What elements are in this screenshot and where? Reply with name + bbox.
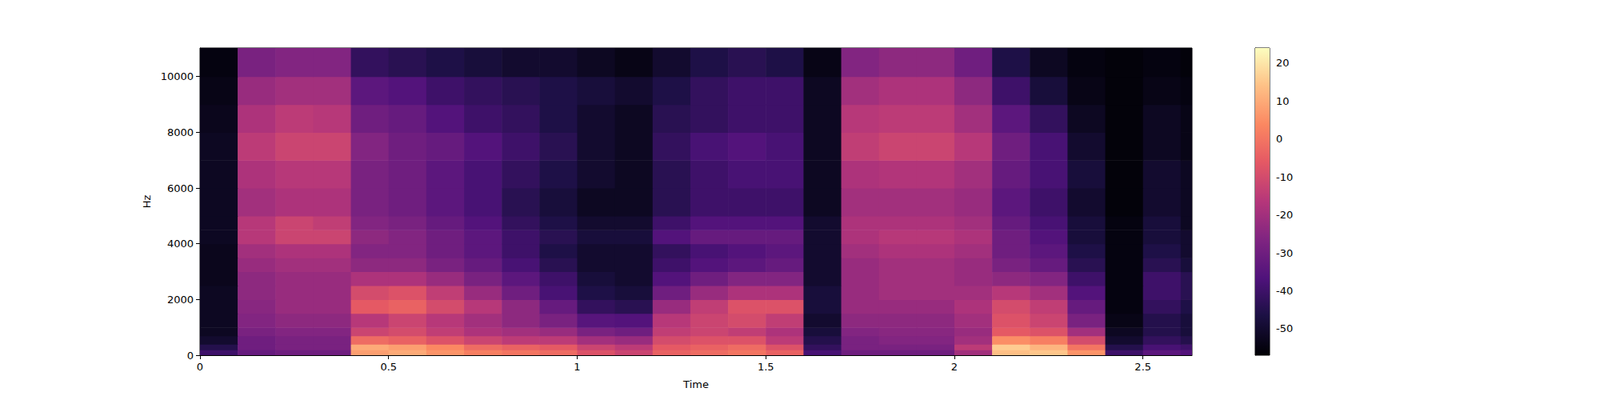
svg-text:0: 0 <box>187 349 194 362</box>
svg-text:10000: 10000 <box>160 70 194 83</box>
svg-text:2.5: 2.5 <box>1134 360 1152 373</box>
svg-text:10: 10 <box>1276 95 1290 108</box>
svg-text:-20: -20 <box>1276 208 1293 221</box>
svg-text:0: 0 <box>1276 132 1283 145</box>
svg-text:4000: 4000 <box>167 237 194 250</box>
svg-text:6000: 6000 <box>167 182 194 195</box>
svg-text:0: 0 <box>196 360 204 373</box>
svg-text:-10: -10 <box>1276 171 1293 184</box>
svg-text:Time: Time <box>682 378 709 391</box>
svg-text:-30: -30 <box>1276 247 1293 260</box>
svg-text:1.5: 1.5 <box>757 360 775 373</box>
svg-text:1: 1 <box>573 360 580 373</box>
svg-text:8000: 8000 <box>167 126 194 139</box>
svg-text:-50: -50 <box>1276 322 1293 335</box>
svg-text:-40: -40 <box>1276 284 1293 297</box>
svg-text:20: 20 <box>1276 56 1290 69</box>
svg-text:2: 2 <box>951 360 958 373</box>
svg-text:0.5: 0.5 <box>380 360 397 373</box>
svg-text:2000: 2000 <box>167 293 194 306</box>
svg-text:Hz: Hz <box>140 195 153 209</box>
